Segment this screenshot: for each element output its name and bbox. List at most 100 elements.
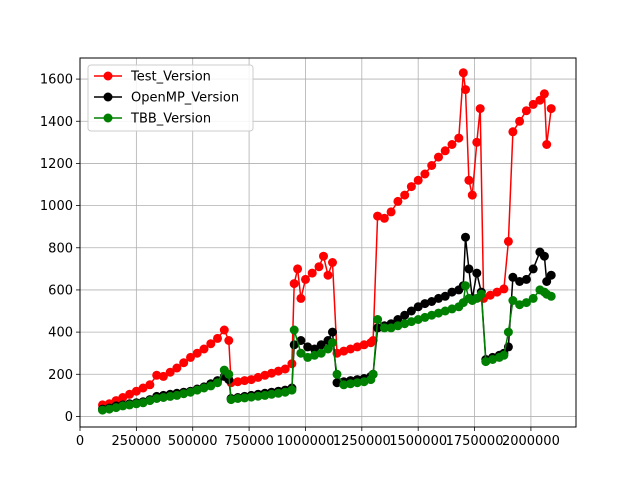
data-point [546,104,556,114]
data-point [339,380,349,390]
data-point [508,296,518,305]
data-point [267,368,277,378]
data-point [199,344,209,354]
data-point [240,393,250,403]
data-point [499,350,509,360]
data-point [373,211,383,221]
data-point [393,315,403,324]
data-point [434,152,443,162]
legend-label: OpenMP_Version [131,91,239,106]
axis-ticks: 0 250000 500000 750000 100000012500001500000… [40,73,560,449]
data-point [125,389,135,399]
data-point [420,299,430,309]
data-point [158,393,168,402]
data-point [406,306,416,316]
data-point [332,369,342,379]
y-tick-label: 1000 [40,199,73,214]
legend-label: Test_Version [130,70,211,85]
data-point [253,391,263,401]
data-point [233,377,243,387]
data-point [253,372,263,382]
y-tick-label: 600 [48,283,73,298]
data-point [125,400,135,410]
data-point [427,297,437,306]
data-point [314,262,324,272]
data-point [303,352,313,362]
data-point [346,344,355,354]
data-point [393,321,403,331]
data-point [332,378,342,388]
data-point [226,395,236,405]
data-point [472,137,482,147]
x-tick-label: 750000 [224,434,274,449]
data-point [213,378,222,388]
data-point [165,367,175,377]
data-point [287,359,297,369]
series-test-version [98,68,556,410]
data-point [118,401,128,411]
data-point [521,298,531,308]
data-point [179,389,189,399]
data-point [316,348,326,358]
data-point [131,399,141,409]
legend-item: OpenMP_Version [94,91,239,106]
data-point [427,310,437,320]
data-point [240,376,250,386]
data-point [461,85,470,95]
data-point [145,380,155,390]
data-point [352,342,362,352]
data-point [260,390,270,400]
data-point [319,251,328,261]
data-point [406,182,416,192]
data-point [413,302,423,312]
data-point [440,291,450,301]
legend-marker [103,92,113,102]
data-point [158,371,168,381]
data-point [246,392,256,402]
data-point [386,207,396,217]
data-point [379,323,389,333]
data-point [393,196,403,206]
data-point [316,340,326,350]
legend-item: TBB_Version [94,112,211,127]
data-point [499,284,509,294]
data-point [179,358,189,368]
data-point [464,175,474,185]
data-point [219,325,229,335]
y-tick-label: 1400 [40,115,73,130]
data-point [528,99,538,109]
data-point [296,348,306,358]
data-point [310,344,319,354]
data-point [206,381,216,391]
data-point [508,127,518,137]
data-point [152,370,162,380]
plot-frame [79,57,577,428]
data-point [521,274,531,284]
legend-marker [103,71,113,81]
data-point [296,293,306,303]
data-point [280,364,290,374]
x-tick-label: 250000 [112,434,162,449]
data-point [515,116,525,126]
x-tick-label: 1250000 [333,434,391,449]
data-point [528,293,538,303]
data-point [492,287,502,297]
data-point [352,378,362,388]
data-point [186,352,195,362]
data-point [138,398,148,408]
data-point [447,140,457,149]
data-point [400,310,410,320]
data-point [454,133,464,143]
data-point [386,323,396,333]
data-point [373,315,383,324]
data-point [233,394,243,403]
data-point [420,312,430,322]
data-point [458,68,468,78]
data-point [104,404,114,414]
data-point [447,304,457,314]
data-point [199,383,209,393]
data-point [464,264,474,274]
data-point [172,363,182,373]
y-tick-label: 200 [48,368,73,383]
